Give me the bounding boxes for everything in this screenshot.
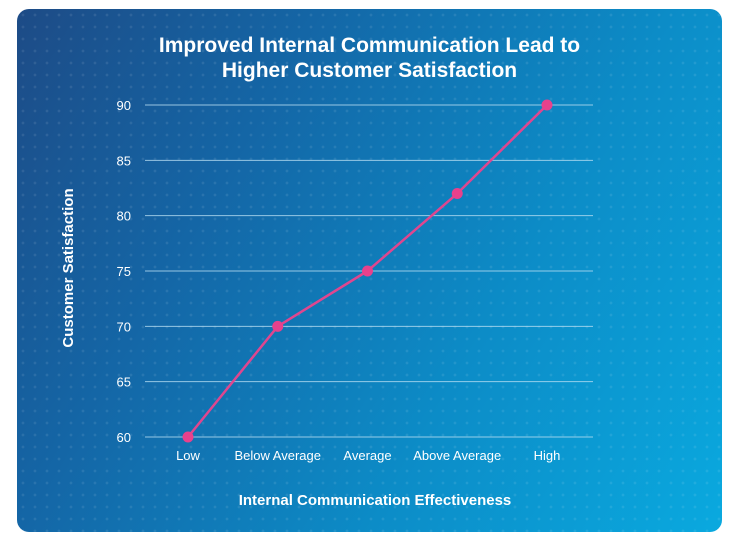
data-point [541, 99, 553, 111]
x-tick-label: High [534, 448, 561, 463]
chart-title: Improved Internal Communication Lead to … [17, 33, 722, 83]
data-point [362, 265, 373, 277]
x-tick-label: Above Average [413, 448, 501, 463]
y-tick-label: 80 [117, 209, 131, 224]
y-tick-label: 60 [117, 430, 131, 445]
x-tick-label: Average [343, 448, 391, 463]
chart-title-line-1: Improved Internal Communication Lead to [158, 34, 581, 57]
x-tick-label: Low [176, 448, 200, 463]
data-point [451, 188, 463, 200]
chart-title-line-2: Higher Customer Satisfaction [221, 59, 518, 82]
y-axis-title: Customer Satisfaction [60, 188, 77, 347]
data-point [272, 320, 284, 332]
y-tick-label: 85 [117, 153, 131, 168]
x-tick-label: Below Average [235, 448, 322, 463]
y-tick-label: 70 [117, 319, 131, 334]
y-tick-label: 90 [117, 98, 131, 113]
y-tick-label: 75 [117, 264, 131, 279]
x-axis-title: Internal Communication Effectiveness [239, 492, 512, 509]
data-point [182, 431, 194, 443]
y-tick-label: 65 [117, 375, 131, 390]
